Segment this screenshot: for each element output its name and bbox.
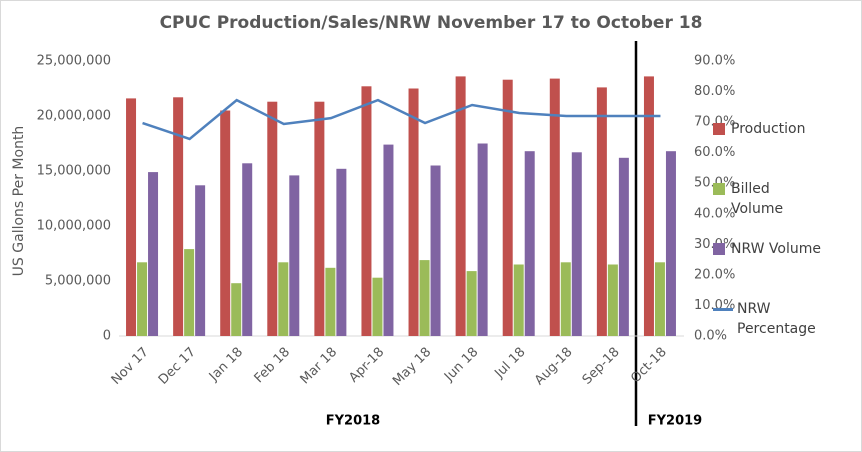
bar [372,277,383,336]
y-tick-label: 10,000,000 [37,219,111,234]
bar [148,172,159,336]
x-tick-label: Dec 17 [156,345,199,388]
legend-label: NRW Percentage [737,301,816,337]
bar [184,249,195,336]
bar [383,144,394,336]
x-tick-label: Jul 18 [491,345,528,382]
bar [513,264,524,336]
legend-swatch [713,243,725,255]
x-tick-label: Nov 17 [109,345,152,388]
legend-swatch [713,308,733,311]
x-tick-label: Oct-18 [628,345,670,387]
bar [419,260,430,336]
y-axis-label: US Gallons Per Month [11,126,27,277]
bar [596,87,607,337]
bar [325,267,336,336]
legend-item: NRW Percentage [713,299,853,339]
y-tick-label: 15,000,000 [37,164,111,179]
legend-item: Billed Volume [713,179,853,219]
y2-tick-label: 90.0% [694,54,735,69]
bar [278,262,289,336]
x-tick-label: Feb 18 [252,345,294,387]
bar [466,271,477,336]
y2-tick-label: 60.0% [694,145,735,160]
bar [560,262,571,336]
x-tick-label: Jan 18 [206,345,246,385]
bar [665,151,676,336]
bar [607,264,618,336]
legend-item: Production [713,119,853,139]
bar [195,185,206,336]
x-tick-label: Aug-18 [532,345,576,389]
bar [502,79,513,336]
bar [231,283,242,336]
fy-label: FY2018 [326,414,380,429]
x-tick-label: Sep-18 [580,345,623,388]
x-tick-label: Jun 18 [441,345,481,385]
legend-label: Production [731,121,806,137]
bar [336,168,347,336]
bar [289,175,300,336]
bar [477,143,488,336]
bar [220,110,231,336]
bar [242,163,253,336]
bar [314,101,325,336]
x-tick-label: Mar 18 [298,345,341,388]
bar [654,262,665,336]
bar [571,152,582,336]
bar [618,157,629,336]
bar [361,86,372,336]
line [142,98,661,141]
x-tick-label: Apr-18 [346,345,387,386]
legend-label: NRW Volume [731,241,821,257]
legend-item: NRW Volume [713,239,853,259]
y2-tick-label: 80.0% [694,84,735,99]
legend-swatch [713,123,725,135]
y-tick-label: 0 [103,329,111,344]
bar [173,97,184,336]
bar [430,165,441,336]
bar [137,262,148,336]
bar [524,151,535,336]
y2-tick-label: 40.0% [694,206,735,221]
y2-tick-label: 20.0% [694,267,735,282]
y-tick-label: 5,000,000 [45,274,111,289]
bar [455,76,466,337]
y-tick-label: 20,000,000 [37,109,111,124]
bar [267,101,278,336]
chart-title: CPUC Production/Sales/NRW November 17 to… [160,13,703,33]
legend-swatch [713,183,725,195]
bar [549,78,560,336]
bar [126,98,137,337]
x-tick-label: May 18 [390,345,434,389]
y-tick-label: 25,000,000 [37,54,111,69]
y2-tick-label: 0.0% [694,329,727,344]
bar [643,76,654,337]
legend-label: Billed Volume [731,181,784,217]
bar [408,88,419,336]
fy-label: FY2019 [648,414,702,429]
